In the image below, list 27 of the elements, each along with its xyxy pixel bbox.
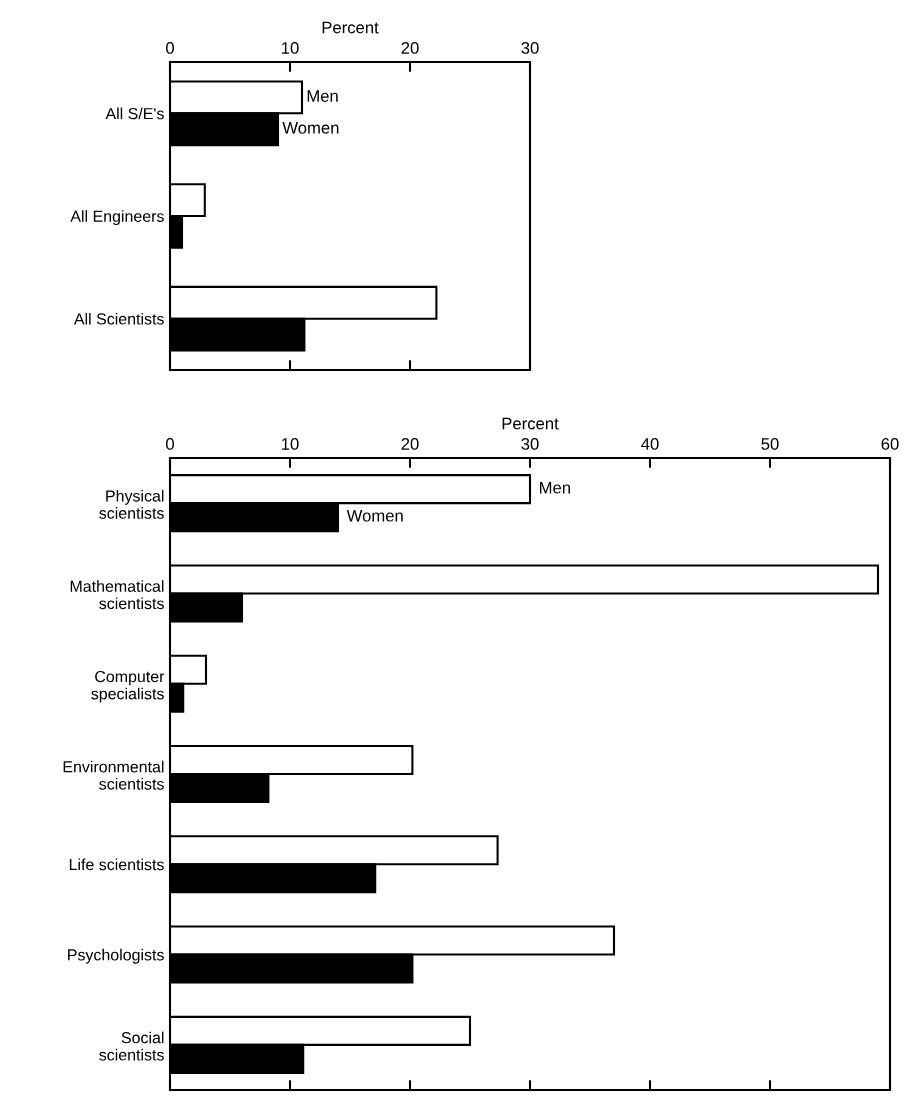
x-tick-label: 50: [761, 438, 779, 450]
x-tick-label: 10: [282, 42, 299, 54]
series-label: Women: [346, 509, 403, 522]
x-tick-label: 30: [521, 438, 539, 450]
x-tick-label: 20: [401, 438, 419, 450]
y-tick-label: All Engineers: [70, 210, 164, 226]
y-tick-label: Physical scientists: [99, 489, 164, 519]
x-tick-label: 20: [401, 42, 419, 54]
y-tick-label: Mathematical scientists: [70, 580, 164, 610]
series-label: Men: [540, 481, 570, 494]
y-tick-label: Environmental scientists: [63, 760, 164, 790]
x-tick-label: 10: [282, 438, 299, 450]
y-tick-label: All S/E's: [105, 107, 164, 120]
y-tick-label: All Scientists: [73, 312, 164, 325]
x-tick-label: 0: [166, 438, 174, 450]
y-tick-label: Life scientists: [69, 858, 164, 871]
x-tick-label: 0: [166, 42, 174, 54]
x-tick-label: 60: [881, 438, 899, 450]
x-tick-label: 40: [641, 438, 659, 450]
y-tick-label: Computer specialists: [91, 670, 165, 703]
x-tick-label: 30: [521, 42, 539, 54]
x-axis-title: Percent: [322, 21, 379, 34]
y-tick-label: Psychologists: [68, 948, 164, 964]
series-label: Women: [282, 122, 339, 134]
y-tick-label: Social scientists: [99, 1031, 164, 1061]
series-label: Men: [307, 90, 338, 102]
x-axis-title: Percent: [502, 417, 559, 430]
